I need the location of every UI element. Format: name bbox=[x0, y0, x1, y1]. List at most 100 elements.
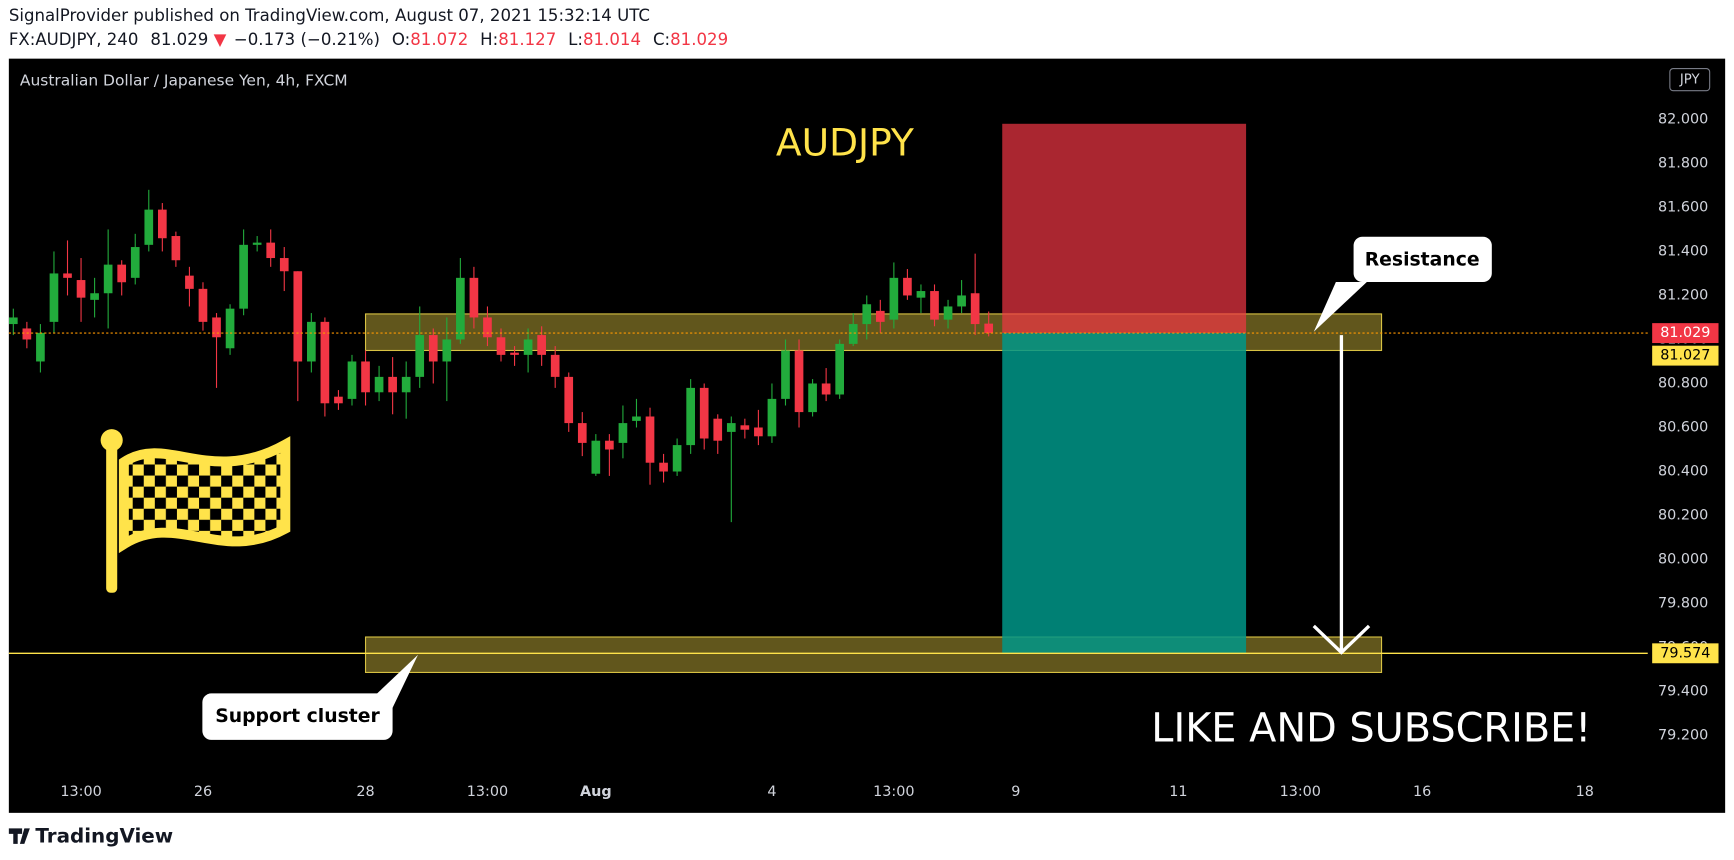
last-price-label-bg bbox=[1652, 323, 1719, 344]
down-arrow bbox=[1312, 335, 1371, 655]
candle-body bbox=[171, 236, 181, 261]
x-tick-label: 13:00 bbox=[467, 784, 508, 800]
support-label: Support cluster bbox=[215, 706, 380, 727]
cta-annotation: LIKE AND SUBSCRIBE! bbox=[1151, 706, 1591, 752]
candle-body bbox=[144, 209, 154, 245]
y-tick-label: 81.800 bbox=[1658, 155, 1708, 171]
candle-body bbox=[672, 445, 682, 472]
candle-body bbox=[36, 332, 45, 362]
candle-body bbox=[984, 323, 994, 334]
y-tick-label: 81.200 bbox=[1658, 287, 1708, 303]
target-zone bbox=[1002, 333, 1247, 654]
target-price-label: 79.574 bbox=[1660, 645, 1710, 661]
candle-body bbox=[875, 310, 885, 322]
x-tick-label: 18 bbox=[1576, 784, 1594, 800]
x-tick-label: 28 bbox=[356, 784, 374, 800]
quote-line: FX:AUDJPY, 240 81.029 ▼ −0.173 (−0.21%) … bbox=[9, 29, 728, 48]
candle-body bbox=[957, 295, 966, 307]
candle-body bbox=[510, 352, 519, 355]
candle-body bbox=[537, 335, 546, 355]
candle-body bbox=[428, 335, 438, 362]
arrow: ▼ bbox=[214, 29, 227, 48]
candle-body bbox=[564, 376, 574, 424]
candle-body bbox=[239, 244, 248, 309]
x-tick-label: Aug bbox=[580, 784, 612, 800]
candle-body bbox=[483, 317, 492, 338]
candle-body bbox=[117, 264, 127, 283]
candle-body bbox=[442, 339, 452, 362]
candle-body bbox=[496, 337, 506, 355]
candle-body bbox=[835, 343, 845, 395]
h-value: 81.127 bbox=[498, 29, 556, 48]
target-price-label-bg bbox=[1652, 643, 1719, 664]
candle-body bbox=[212, 317, 221, 338]
candle-body bbox=[523, 339, 533, 355]
candle-body bbox=[361, 361, 370, 393]
line-price-label: 81.027 bbox=[1660, 348, 1710, 364]
candle-body bbox=[632, 416, 641, 421]
chart-area bbox=[8, 58, 1726, 813]
candle-body bbox=[469, 277, 479, 318]
footer-logo: TradingView bbox=[8, 825, 173, 848]
candle-body bbox=[781, 350, 790, 399]
candle-body bbox=[930, 291, 939, 320]
candle-body bbox=[821, 383, 831, 395]
c-label: C: bbox=[653, 29, 670, 48]
candle-body bbox=[645, 416, 655, 463]
candle-body bbox=[713, 418, 723, 441]
candle-body bbox=[334, 396, 343, 404]
candle-body bbox=[225, 308, 235, 349]
y-tick-label: 81.400 bbox=[1658, 243, 1708, 259]
currency-badge bbox=[1669, 68, 1711, 92]
candle-body bbox=[76, 280, 86, 298]
stop-zone bbox=[1002, 123, 1247, 334]
candle-body bbox=[699, 387, 709, 439]
symbol-annotation: AUDJPY bbox=[776, 120, 915, 164]
y-tick-label: 82.000 bbox=[1658, 111, 1708, 127]
candle-body bbox=[90, 293, 99, 300]
y-tick-label: 80.600 bbox=[1658, 419, 1708, 435]
candle-body bbox=[659, 462, 668, 472]
h-label: H: bbox=[480, 29, 498, 48]
candle-body bbox=[293, 271, 303, 362]
x-tick-label: 4 bbox=[767, 784, 776, 800]
last-price-label: 81.029 bbox=[1660, 325, 1710, 341]
publish-line: SignalProvider published on TradingView.… bbox=[9, 6, 650, 25]
candle-body bbox=[185, 275, 194, 289]
candle-body bbox=[577, 423, 587, 443]
y-tick-label: 81.600 bbox=[1658, 199, 1708, 215]
change: −0.173 (−0.21%) bbox=[234, 29, 380, 48]
x-tick-label: 11 bbox=[1169, 784, 1187, 800]
candle-body bbox=[943, 306, 953, 320]
x-tick-label: 16 bbox=[1413, 784, 1431, 800]
candle-body bbox=[456, 277, 465, 340]
y-tick-label: 79.800 bbox=[1658, 596, 1708, 612]
plot: 79.20079.40079.60079.80080.00080.20080.4… bbox=[8, 111, 1719, 800]
x-tick-label: 9 bbox=[1011, 784, 1020, 800]
candle-body bbox=[252, 242, 262, 245]
candle-body bbox=[157, 209, 167, 239]
y-tick-label: 80.400 bbox=[1658, 464, 1708, 480]
candle-body bbox=[49, 273, 59, 322]
support-callout: Support cluster bbox=[202, 654, 419, 740]
x-tick-label: 13:00 bbox=[1280, 784, 1321, 800]
candle-body bbox=[279, 258, 289, 272]
candle-body bbox=[726, 423, 736, 432]
candle-body bbox=[686, 387, 695, 446]
x-tick-label: 13:00 bbox=[60, 784, 101, 800]
c-value: 81.029 bbox=[670, 29, 728, 48]
resistance-callout: Resistance bbox=[1313, 236, 1492, 332]
o-value: 81.072 bbox=[410, 29, 468, 48]
flag-icon bbox=[100, 429, 291, 593]
candle-body bbox=[401, 376, 411, 393]
candle-body bbox=[848, 324, 858, 344]
brand: TradingView bbox=[35, 825, 173, 848]
x-tick-label: 26 bbox=[194, 784, 212, 800]
candle-body bbox=[550, 354, 560, 377]
candle-body bbox=[618, 423, 628, 443]
y-tick-label: 80.200 bbox=[1658, 508, 1708, 524]
candle-body bbox=[415, 335, 425, 377]
currency: JPY bbox=[1679, 73, 1701, 88]
